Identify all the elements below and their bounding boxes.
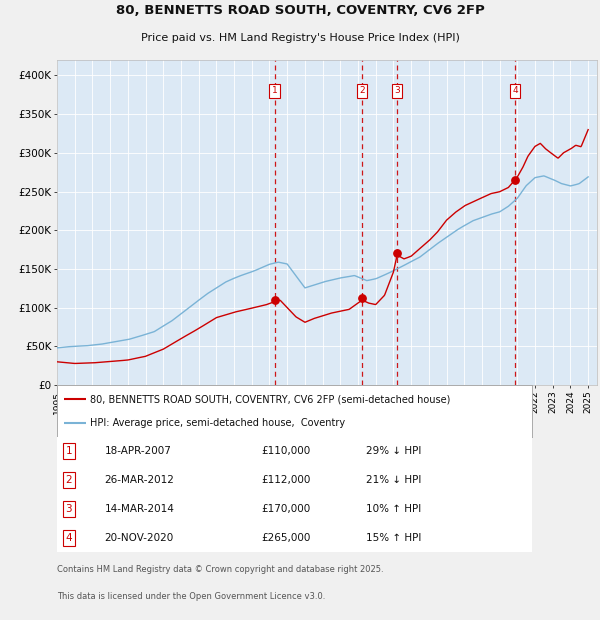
Point (270, 295, 280, 305)
Text: 4: 4 (512, 86, 518, 95)
Text: 80, BENNETTS ROAD SOUTH, COVENTRY, CV6 2FP: 80, BENNETTS ROAD SOUTH, COVENTRY, CV6 2… (116, 4, 484, 17)
Text: 4: 4 (65, 533, 72, 542)
Text: 14-MAR-2014: 14-MAR-2014 (104, 504, 175, 514)
Text: 18-APR-2007: 18-APR-2007 (104, 446, 172, 456)
Text: 3: 3 (394, 86, 400, 95)
Text: Price paid vs. HM Land Registry's House Price Index (HPI): Price paid vs. HM Land Registry's House … (140, 33, 460, 43)
Text: 10% ↑ HPI: 10% ↑ HPI (366, 504, 421, 514)
Text: HPI: Average price, semi-detached house,  Coventry: HPI: Average price, semi-detached house,… (90, 418, 346, 428)
Text: This data is licensed under the Open Government Licence v3.0.: This data is licensed under the Open Gov… (57, 591, 325, 601)
Text: 80, BENNETTS ROAD SOUTH, COVENTRY, CV6 2FP (semi-detached house): 80, BENNETTS ROAD SOUTH, COVENTRY, CV6 2… (90, 394, 451, 404)
Text: £170,000: £170,000 (262, 504, 311, 514)
Point (511, 175, 520, 185)
Text: £112,000: £112,000 (262, 475, 311, 485)
Text: 29% ↓ HPI: 29% ↓ HPI (366, 446, 421, 456)
Text: 1: 1 (65, 446, 72, 456)
Text: 2: 2 (65, 475, 72, 485)
Text: 2: 2 (359, 86, 365, 95)
Text: £265,000: £265,000 (262, 533, 311, 542)
Text: 20-NOV-2020: 20-NOV-2020 (104, 533, 174, 542)
Point (392, 249, 402, 259)
Point (357, 293, 367, 303)
Text: 26-MAR-2012: 26-MAR-2012 (104, 475, 175, 485)
Text: Contains HM Land Registry data © Crown copyright and database right 2025.: Contains HM Land Registry data © Crown c… (57, 564, 383, 574)
Text: 21% ↓ HPI: 21% ↓ HPI (366, 475, 421, 485)
Text: 3: 3 (65, 504, 72, 514)
Text: £110,000: £110,000 (262, 446, 311, 456)
Text: 15% ↑ HPI: 15% ↑ HPI (366, 533, 421, 542)
Text: 1: 1 (272, 86, 277, 95)
